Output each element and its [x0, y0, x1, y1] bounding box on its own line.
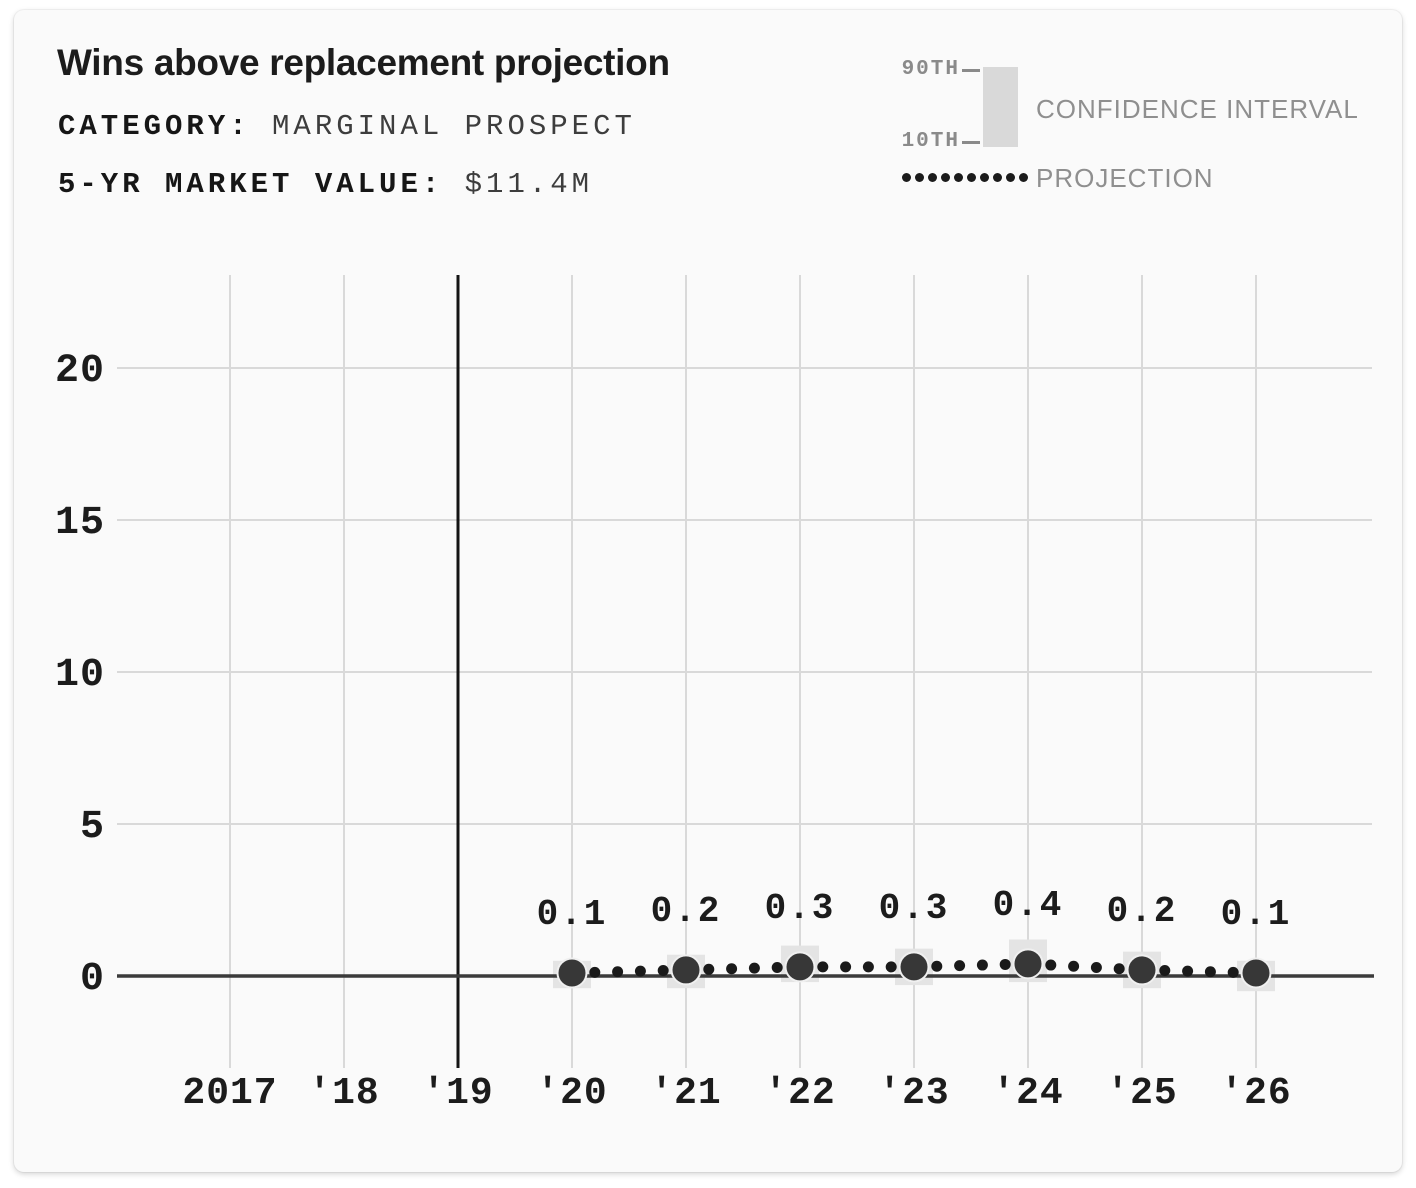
x-tick-label-2023: '23 [878, 1072, 949, 1115]
y-tick-label-15: 15 [55, 501, 105, 546]
projection-dot [634, 965, 646, 977]
category-value: MARGINAL PROSPECT [272, 110, 636, 143]
data-point-2025 [1126, 954, 1158, 986]
projection-dot [976, 959, 988, 971]
legend-90th-label: 90TH [901, 58, 960, 81]
category-label: CATEGORY: [58, 110, 273, 143]
data-point-2026 [1240, 957, 1272, 989]
x-tick-label-2019: '19 [422, 1072, 493, 1115]
data-point-2022 [784, 951, 816, 983]
data-point-2020 [556, 957, 588, 989]
point-value-label-2022: 0.3 [765, 888, 836, 929]
projection-dot [1045, 959, 1057, 971]
legend-10th-label: 10TH [901, 130, 960, 153]
projection-dot [1090, 961, 1102, 973]
point-value-label-2021: 0.2 [651, 891, 722, 932]
market-value-value: $11.4M [464, 168, 594, 201]
confidence-interval-label: CONFIDENCE INTERVAL [1036, 94, 1359, 124]
data-point-2021 [670, 954, 702, 986]
x-tick-label-2024: '24 [992, 1072, 1063, 1115]
x-tick-label-2021: '21 [650, 1072, 721, 1115]
legend-90th-tick [962, 69, 980, 72]
x-tick-label-2025: '25 [1106, 1072, 1177, 1115]
x-tick-label-2020: '20 [536, 1072, 607, 1115]
data-point-2023 [898, 951, 930, 983]
projection-dot [657, 965, 669, 977]
point-value-label-2020: 0.1 [537, 894, 608, 935]
y-tick-label-0: 0 [80, 957, 105, 1002]
x-tick-label-2026: '26 [1220, 1072, 1291, 1115]
projection-dot [589, 966, 601, 978]
projection-dot [726, 963, 738, 975]
x-tick-label-2017: 2017 [182, 1072, 277, 1115]
market-value-label: 5-YR MARKET VALUE: [58, 168, 465, 201]
chart-title: Wins above replacement projection [57, 42, 670, 83]
point-value-label-2026: 0.1 [1221, 894, 1292, 935]
projection-dotted-swatch [902, 172, 1028, 182]
data-point-2024 [1012, 948, 1044, 980]
projection-dot [817, 961, 829, 973]
confidence-interval-swatch [983, 67, 1018, 147]
projection-dot [703, 963, 715, 975]
y-tick-label-10: 10 [55, 653, 105, 698]
projection-dot [771, 961, 783, 973]
market-value-line: 5-YR MARKET VALUE: $11.4M [58, 168, 593, 201]
projection-dot [612, 966, 624, 978]
projection-dot [748, 962, 760, 974]
point-value-label-2024: 0.4 [993, 885, 1064, 926]
projection-dot [885, 961, 897, 973]
x-tick-label-2018: '18 [308, 1072, 379, 1115]
projection-dot [1113, 963, 1125, 975]
point-value-label-2023: 0.3 [879, 888, 950, 929]
projection-label: PROJECTION [1036, 163, 1214, 193]
projection-dot [1204, 966, 1216, 978]
projection-dot [1227, 966, 1239, 978]
projection-dot [1068, 960, 1080, 972]
projection-dot [999, 958, 1011, 970]
projection-dot [862, 961, 874, 973]
y-tick-label-5: 5 [80, 805, 105, 850]
projection-dot [1182, 965, 1194, 977]
projection-dot [840, 961, 852, 973]
projection-dot [954, 960, 966, 972]
projection-dot [1159, 965, 1171, 977]
legend-10th-tick [962, 141, 980, 144]
war-projection-chart: 0.1 0.2 0.3 0.3 0.4 0.2 0.1 0 5 10 15 20 2017 '18 '19 '… [55, 275, 1374, 1115]
point-value-label-2025: 0.2 [1107, 891, 1178, 932]
y-tick-label-20: 20 [55, 349, 105, 394]
category-line: CATEGORY: MARGINAL PROSPECT [58, 110, 636, 143]
x-tick-label-2022: '22 [764, 1072, 835, 1115]
projection-dot [931, 960, 943, 972]
war-projection-card: Wins above replacement projection CATEGO… [14, 10, 1402, 1172]
